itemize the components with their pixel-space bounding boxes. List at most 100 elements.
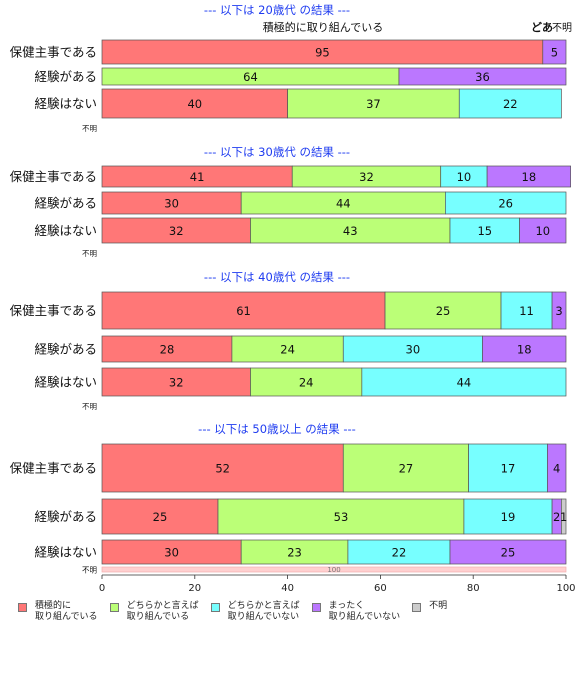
data-label: 37 <box>366 97 381 111</box>
data-label: 18 <box>517 342 532 356</box>
bar-segment <box>101 498 219 535</box>
legend-swatch <box>412 603 422 612</box>
data-label: 22 <box>503 97 518 111</box>
bar-segment <box>347 539 451 565</box>
x-tick-label: 20 <box>188 583 201 594</box>
row-label: 保健主事である <box>10 169 97 184</box>
row-label: 経験はない <box>34 223 97 238</box>
bar-segment <box>361 367 567 397</box>
bar-segment <box>250 367 363 397</box>
data-label: 43 <box>343 224 358 238</box>
data-label: 95 <box>315 45 330 59</box>
data-label: 24 <box>280 342 295 356</box>
data-label: 25 <box>501 545 516 559</box>
data-label: 25 <box>153 510 168 524</box>
bar-segment <box>482 335 567 363</box>
panel-title: --- 以下は 40歳代 の結果 --- <box>204 270 350 284</box>
bar-segment <box>486 165 571 188</box>
data-label: 30 <box>164 545 179 559</box>
legend-label: 積極的に 取り組んでいる <box>35 601 98 622</box>
bar-segment <box>101 367 251 397</box>
bar-segment <box>342 443 469 493</box>
data-label: 11 <box>519 304 534 318</box>
data-label: 32 <box>169 224 184 238</box>
x-tick-label: 100 <box>556 583 575 594</box>
data-label: 27 <box>399 461 414 475</box>
data-label: 30 <box>406 342 421 356</box>
data-label: 40 <box>187 97 202 111</box>
data-label: 15 <box>477 224 492 238</box>
data-label: 32 <box>169 375 184 389</box>
row-label: 保健主事である <box>10 45 97 60</box>
bar-segment <box>449 217 520 244</box>
data-label: 30 <box>164 196 179 210</box>
panel-title: --- 以下は 50歳以上 の結果 --- <box>198 422 356 436</box>
data-label: 100 <box>327 566 340 574</box>
data-label: 53 <box>334 510 349 524</box>
bar-segment <box>463 498 553 535</box>
row-label: 経験がある <box>34 342 97 357</box>
legend-label: 不明 <box>429 601 448 611</box>
bar-segment <box>101 566 567 573</box>
bar-segment <box>561 498 567 535</box>
legend-swatch <box>210 603 220 612</box>
data-label: 44 <box>457 375 472 389</box>
bar-segment <box>542 39 567 65</box>
row-label: 経験がある <box>34 509 97 524</box>
legend-item: 積極的に 取り組んでいる <box>18 601 98 623</box>
bar-segment <box>547 443 567 493</box>
row-label: 不明 <box>82 566 97 575</box>
panel-title: --- 以下は 30歳代 の結果 --- <box>204 145 350 159</box>
legend-item: どちらかと言えば 取り組んでいる <box>109 601 199 623</box>
x-tick-label: 80 <box>467 583 480 594</box>
row-label: 保健主事である <box>10 303 97 318</box>
bar-segment <box>384 291 502 330</box>
legend-label: どちらかと言えば 取り組んでいる <box>126 601 199 622</box>
data-label: 41 <box>190 170 205 184</box>
row-label: 経験がある <box>34 69 97 84</box>
bar-segment <box>449 539 567 565</box>
bar-segment <box>398 67 567 86</box>
data-label: 26 <box>498 196 513 210</box>
legend-item: どちらかと言えば 取り組んでいない <box>210 601 300 623</box>
bar-segment <box>287 88 460 119</box>
bar-segment <box>101 443 344 493</box>
bar-segment <box>240 539 349 565</box>
chart-legend: 積極的に 取り組んでいる どちらかと言えば 取り組んでいる どちらかと言えば 取り組… <box>18 601 459 623</box>
panel-annotation: 積極的に取り組んでいる <box>263 20 383 34</box>
bar-segment <box>250 217 451 244</box>
data-label: 5 <box>551 45 558 59</box>
data-label: 3 <box>555 304 562 318</box>
legend-swatch <box>18 603 27 612</box>
row-label: 保健主事である <box>10 461 97 476</box>
x-tick-label: 40 <box>281 583 294 594</box>
data-label: 25 <box>436 304 451 318</box>
x-tick-label: 60 <box>374 583 387 594</box>
row-label: 不明 <box>82 402 97 411</box>
row-label: 経験はない <box>34 96 97 111</box>
row-label: 経験はない <box>34 375 97 390</box>
bar-segment <box>551 291 567 330</box>
data-label: 10 <box>535 224 550 238</box>
legend-label: まったく 取り組んでいない <box>328 601 401 622</box>
row-label: 不明 <box>82 249 97 258</box>
bar-segment <box>101 39 544 65</box>
data-label: 28 <box>160 342 175 356</box>
bar-segment <box>101 88 288 119</box>
bar-segment <box>445 191 567 215</box>
bar-segment <box>519 217 567 244</box>
row-label: 経験がある <box>34 196 97 211</box>
data-label: 4 <box>553 461 560 475</box>
data-label: 2 <box>553 510 560 524</box>
data-label: 18 <box>522 170 537 184</box>
overflow-label: 不明 <box>552 22 572 34</box>
legend-label: どちらかと言えば 取り組んでいない <box>227 601 300 622</box>
bar-segment <box>231 335 344 363</box>
bar-segment <box>342 335 483 363</box>
data-label: 24 <box>299 375 314 389</box>
data-label: 61 <box>236 304 251 318</box>
row-label: 不明 <box>82 124 97 133</box>
bar-segment <box>217 498 465 535</box>
